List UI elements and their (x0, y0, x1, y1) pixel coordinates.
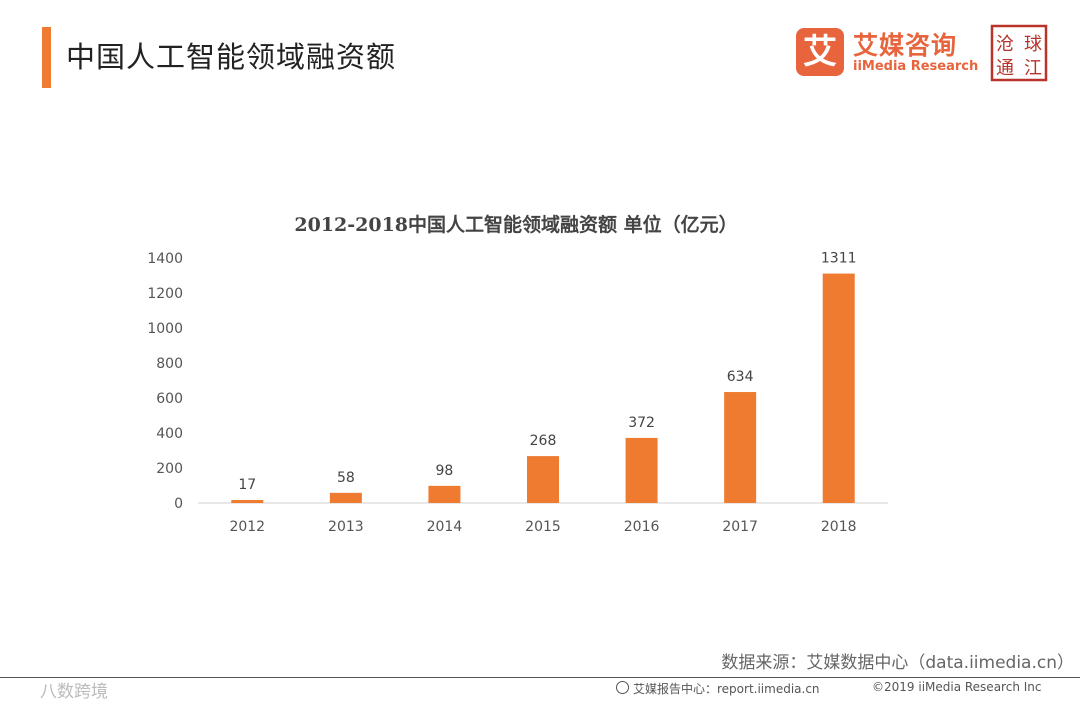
x-tick-label-2012: 2012 (229, 519, 265, 535)
data-label-2017: 634 (727, 369, 754, 385)
y-tick-label: 1200 (147, 286, 183, 302)
svg-text:江: 江 (1024, 58, 1042, 79)
y-tick-label: 1000 (147, 321, 183, 337)
chart-title: 2012-2018中国人工智能领域融资额 单位（亿元） (294, 213, 737, 236)
y-tick-label: 200 (156, 461, 183, 477)
x-tick-label-2017: 2017 (722, 519, 758, 535)
data-label-2012: 17 (238, 477, 256, 493)
footer-divider (0, 677, 1080, 678)
y-tick-label: 600 (156, 391, 183, 407)
logo-mark-icon: 艾 (796, 28, 844, 76)
data-label-2014: 98 (436, 463, 454, 479)
data-label-2018: 1311 (821, 251, 857, 267)
bar-2018 (822, 273, 855, 503)
data-label-2015: 268 (530, 433, 557, 449)
title-accent-bar (42, 27, 51, 88)
x-tick-label-2013: 2013 (328, 519, 364, 535)
report-center-icon (616, 681, 629, 694)
data-source-note: 数据来源：艾媒数据中心（data.iimedia.cn） (721, 653, 1074, 673)
bar-2015 (527, 456, 559, 503)
y-tick-label: 0 (174, 496, 183, 512)
seal-stamp-icon: 沧 球 通 江 (990, 24, 1048, 82)
y-tick-label: 400 (156, 426, 183, 442)
x-tick-label-2016: 2016 (624, 519, 660, 535)
bar-2012 (231, 500, 264, 503)
svg-text:球: 球 (1024, 34, 1042, 55)
svg-text:通: 通 (996, 58, 1014, 79)
page-title: 中国人工智能领域融资额 (66, 40, 397, 74)
watermark-text: 八数跨境 (40, 682, 108, 702)
x-tick-label-2015: 2015 (525, 519, 561, 535)
data-label-2016: 372 (628, 415, 655, 431)
copyright-text: ©2019 iiMedia Research Inc (872, 680, 1042, 694)
x-tick-label-2018: 2018 (821, 519, 857, 535)
bar-2014 (428, 485, 461, 503)
bar-2017 (724, 392, 757, 503)
bar-2016 (625, 437, 658, 503)
y-tick-label: 1400 (147, 251, 183, 267)
data-label-2013: 58 (337, 470, 355, 486)
bar-2013 (329, 492, 362, 503)
report-center-link[interactable]: 艾媒报告中心：report.iimedia.cn (633, 682, 820, 696)
x-tick-label-2014: 2014 (427, 519, 463, 535)
logo-name-cn: 艾媒咨询 (853, 31, 958, 60)
svg-text:沧: 沧 (996, 34, 1014, 55)
logo-name-en: iiMedia Research (853, 59, 979, 74)
iimedia-logo: 艾 艾媒咨询 iiMedia Research (796, 28, 1046, 84)
y-tick-label: 800 (156, 356, 183, 372)
